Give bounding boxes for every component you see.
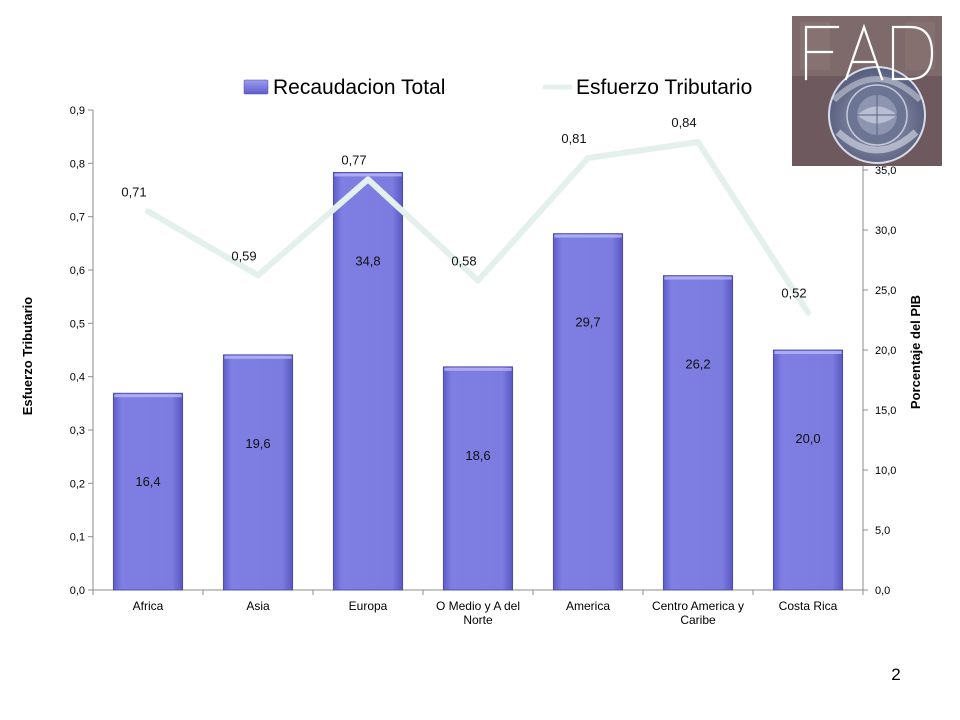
- right-axis-ticks: 0,05,010,015,020,025,030,035,040,0: [863, 105, 896, 597]
- line-data-label: 0,81: [561, 131, 586, 146]
- bar-data-label: 18,6: [465, 448, 490, 463]
- legend-label-esfuerzo: Esfuerzo Tributario: [576, 76, 752, 99]
- line-data-label: 0,58: [451, 254, 476, 269]
- x-axis-category-label-line: Asia: [246, 599, 270, 613]
- left-axis-tick-label: 0,2: [70, 478, 85, 490]
- left-axis-tick-label: 0,9: [70, 105, 85, 117]
- bar-highlight: [774, 351, 842, 354]
- legend-label-recaudacion: Recaudacion Total: [273, 76, 445, 99]
- bar-highlight: [444, 367, 512, 371]
- x-axis-ticks: Africa Asia Europa O Medio y A del Norte Amer…: [92, 590, 864, 627]
- left-axis-ticks: 0,0 0,1 0,2 0,3 0,4 0,5 0,6 0,7 0,8 0,9: [70, 105, 93, 597]
- bar-highlight: [554, 234, 622, 238]
- right-axis-tick-label: 25,0: [875, 285, 896, 297]
- legend-item-recaudacion: Recaudacion Total: [243, 76, 445, 99]
- bar: [772, 349, 844, 591]
- left-axis-tick-label: 0,8: [70, 158, 85, 170]
- bar: [332, 171, 404, 591]
- page-number: 2: [891, 665, 900, 684]
- right-axis-title: Porcentaje del PIB: [908, 295, 923, 409]
- bar-data-label: 34,8: [355, 253, 380, 268]
- x-axis-category-label: Europa: [349, 599, 388, 613]
- line-data-label: 0,84: [671, 115, 696, 130]
- bar: [222, 354, 294, 591]
- right-axis-tick-label: 0,0: [875, 585, 890, 597]
- line-series-path: [145, 139, 811, 316]
- right-axis: 0,05,010,015,020,025,030,035,040,0: [862, 105, 896, 597]
- line-data-label: 0,59: [231, 248, 256, 263]
- x-axis-category-label-line: Costa Rica: [779, 599, 838, 613]
- left-axis-tick-label: 0,6: [70, 265, 85, 277]
- bar-data-labels: 16,4 19,6 34,8 18,6 29,7 26,2 20,0: [135, 253, 820, 489]
- x-axis-category-label-line: Caribe: [680, 613, 716, 627]
- line-data-label: 0,52: [781, 286, 806, 301]
- x-axis: Africa Asia Europa O Medio y A del Norte Amer…: [92, 589, 864, 627]
- x-axis-category-label-line: Europa: [349, 599, 388, 613]
- line-data-labels: 0,71 0,59 0,77 0,58 0,81 0,84 0,52: [121, 115, 806, 301]
- left-axis-tick-label: 0,3: [70, 425, 85, 437]
- x-axis-category-label: Asia: [246, 599, 270, 613]
- right-axis-tick-label: 35,0: [875, 165, 896, 177]
- line-data-label: 0,71: [121, 184, 146, 199]
- bar: [112, 392, 184, 591]
- left-axis-title: Esfuerzo Tributario: [20, 297, 35, 416]
- bar-highlight: [664, 276, 732, 280]
- bar-highlight: [114, 394, 182, 398]
- bar: [552, 233, 624, 591]
- left-axis-tick-label: 0,7: [70, 212, 85, 224]
- bar-highlight: [334, 173, 402, 177]
- x-axis-category-label: America: [566, 599, 610, 613]
- left-axis-tick-label: 0,1: [70, 532, 85, 544]
- line-series: [145, 139, 811, 316]
- bar-series: [112, 171, 844, 591]
- left-axis-tick-label: 0,4: [70, 372, 85, 384]
- right-axis-tick-label: 5,0: [875, 525, 890, 537]
- right-axis-tick-label: 30,0: [875, 225, 896, 237]
- left-axis-tick-label: 0,5: [70, 318, 85, 330]
- fad-imf-logo: [792, 16, 942, 166]
- x-axis-category-label-line: Centro America y: [652, 599, 744, 613]
- right-axis-tick-label: 20,0: [875, 345, 896, 357]
- x-axis-category-label-line: Africa: [133, 599, 164, 613]
- bar-data-label: 16,4: [135, 474, 160, 489]
- right-axis-tick-label: 15,0: [875, 405, 896, 417]
- bar: [442, 366, 514, 591]
- x-axis-category-label: O Medio y A del Norte: [436, 599, 520, 627]
- line-data-label: 0,77: [341, 152, 366, 167]
- bar-data-label: 26,2: [685, 357, 710, 372]
- right-axis-tick-label: 10,0: [875, 465, 896, 477]
- x-axis-category-label: Centro America y Caribe: [652, 599, 744, 627]
- left-axis: 0,0 0,1 0,2 0,3 0,4 0,5 0,6 0,7 0,8 0,9: [70, 105, 94, 597]
- bar-data-label: 19,6: [245, 436, 270, 451]
- x-axis-category-label-line: America: [566, 599, 610, 613]
- bar-data-label: 20,0: [795, 431, 820, 446]
- x-axis-category-label-line: O Medio y A del: [436, 599, 520, 613]
- left-axis-tick-label: 0,0: [70, 585, 85, 597]
- legend-item-esfuerzo: Esfuerzo Tributario: [542, 76, 752, 99]
- x-axis-category-label: Costa Rica: [779, 599, 838, 613]
- legend: Recaudacion Total Esfuerzo Tributario: [243, 76, 752, 99]
- x-axis-category-label-line: Norte: [463, 613, 493, 627]
- bar-data-label: 29,7: [575, 315, 600, 330]
- x-axis-category-label: Africa: [133, 599, 164, 613]
- bar: [662, 275, 734, 591]
- bar-highlight: [224, 355, 292, 359]
